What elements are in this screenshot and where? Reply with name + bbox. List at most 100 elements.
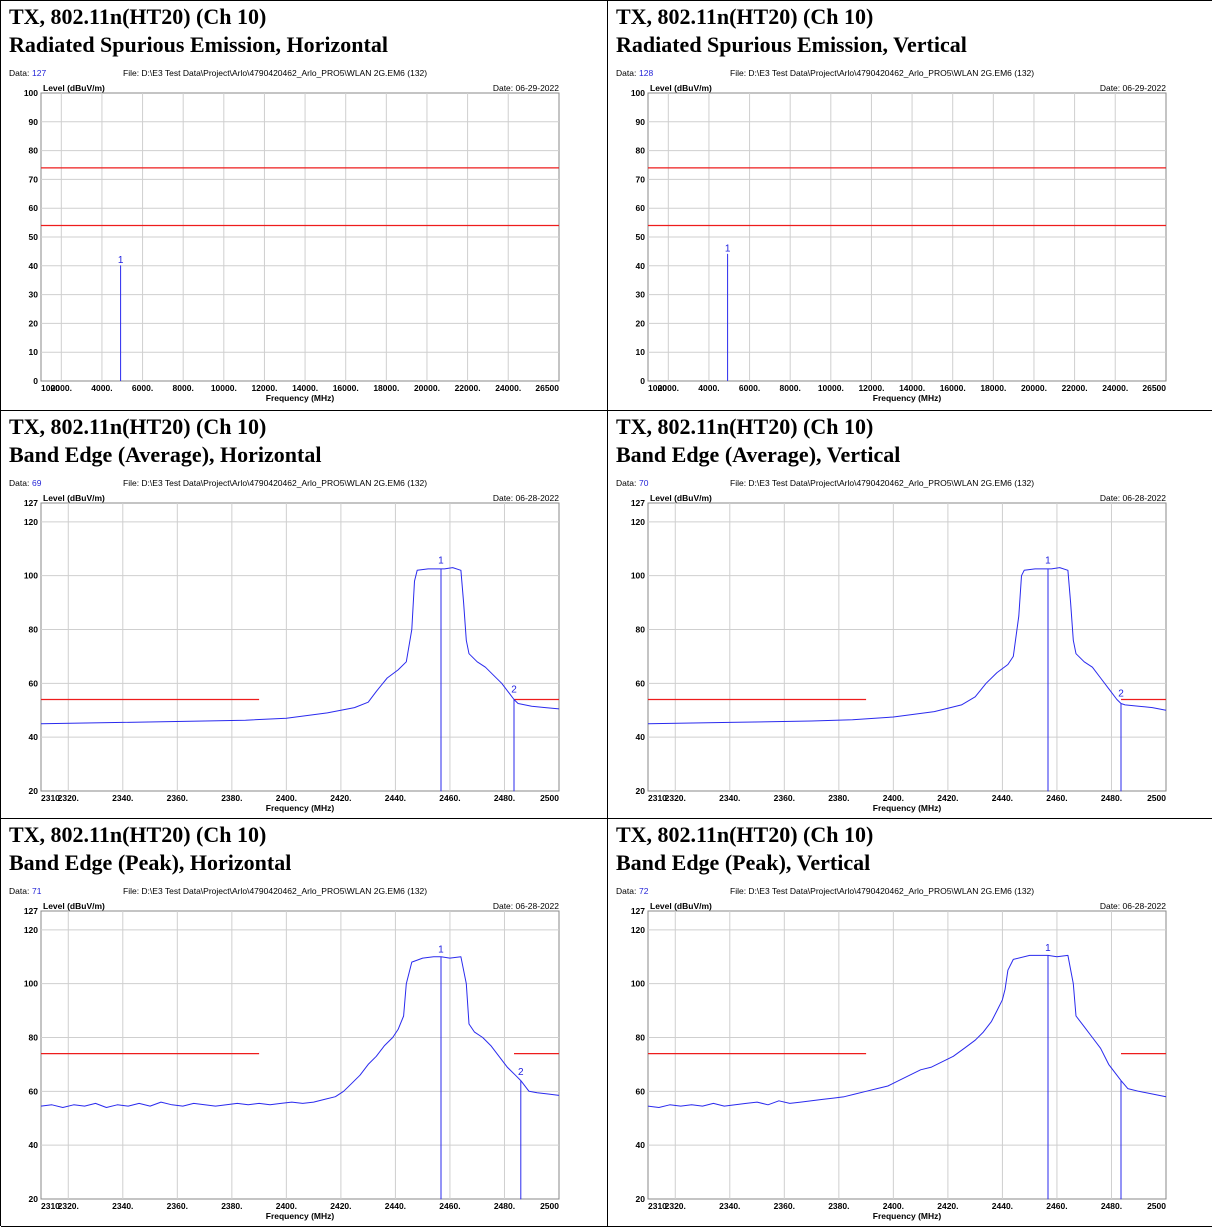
y-tick-label: 20 — [29, 786, 39, 796]
x-tick-label: 1000 — [648, 383, 667, 393]
x-tick-label: 2480. — [1101, 793, 1122, 803]
file-path: File: D:\E3 Test Data\Project\Arlo\47904… — [123, 68, 427, 78]
x-tick-label: 2420. — [937, 793, 958, 803]
x-tick-label: 14000. — [899, 383, 925, 393]
x-tick-label: 20000. — [414, 383, 440, 393]
plot-area — [40, 502, 560, 792]
spectrum-chart: Data: 128 File: D:\E3 Test Data\Project\Ar… — [616, 68, 1167, 403]
y-tick-label: 60 — [29, 203, 39, 213]
x-tick-label: 1000 — [41, 383, 60, 393]
x-tick-label: 4000. — [91, 383, 112, 393]
y-tick-label: 127 — [631, 498, 645, 508]
y-tick-label: 100 — [24, 571, 38, 581]
x-axis-label: Frequency (MHz) — [873, 393, 942, 403]
x-tick-label: 2400. — [276, 793, 297, 803]
x-tick-label: 26500 — [535, 383, 559, 393]
y-tick-label: 40 — [636, 1140, 646, 1150]
x-tick-label: 2460. — [439, 1201, 460, 1211]
x-tick-label: 20000. — [1021, 383, 1047, 393]
x-tick-label: 24000. — [495, 383, 521, 393]
y-tick-label: 100 — [631, 88, 645, 98]
trace-line — [40, 956, 560, 1200]
panel-title: TX, 802.11n(HT20) (Ch 10) — [616, 4, 874, 29]
x-tick-label: 8000. — [173, 383, 194, 393]
data-number: 69 — [32, 478, 42, 488]
data-number: 128 — [639, 68, 653, 78]
x-tick-label: 2440. — [385, 1201, 406, 1211]
x-tick-label: 2340. — [719, 793, 740, 803]
x-tick-label: 2380. — [828, 793, 849, 803]
data-label: Data: — [9, 886, 29, 896]
x-tick-label: 2320. — [665, 1201, 686, 1211]
x-tick-label: 6000. — [132, 383, 153, 393]
x-tick-label: 26500 — [1142, 383, 1166, 393]
y-tick-label: 100 — [631, 571, 645, 581]
y-tick-label: 60 — [636, 203, 646, 213]
y-tick-label: 20 — [636, 318, 646, 328]
y-tick-label: 10 — [29, 347, 39, 357]
x-tick-label: 2400. — [883, 793, 904, 803]
x-tick-label: 2380. — [828, 1201, 849, 1211]
y-tick-label: 70 — [29, 174, 39, 184]
x-tick-label: 2500 — [540, 1201, 559, 1211]
file-path: File: D:\E3 Test Data\Project\Arlo\47904… — [730, 68, 1034, 78]
chart-date: Date: 06-29-2022 — [1100, 83, 1166, 93]
panel-header: TX, 802.11n(HT20) (Ch 10) Band Edge (Pea… — [9, 821, 291, 877]
panel-subtitle: Radiated Spurious Emission, Horizontal — [9, 32, 388, 57]
panel-subtitle: Band Edge (Peak), Vertical — [616, 850, 871, 875]
y-tick-label: 80 — [29, 1033, 39, 1043]
panel-band-edge-peak-vertical: TX, 802.11n(HT20) (Ch 10) Band Edge (Pea… — [608, 819, 1212, 1227]
spectrum-chart: Data: 69 File: D:\E3 Test Data\Project\Arl… — [9, 478, 560, 813]
data-label: Data: — [9, 68, 29, 78]
file-path: File: D:\E3 Test Data\Project\Arlo\47904… — [123, 478, 427, 488]
data-number: 72 — [639, 886, 649, 896]
x-tick-label: 2400. — [883, 1201, 904, 1211]
x-tick-label: 2480. — [494, 1201, 515, 1211]
y-tick-label: 120 — [24, 925, 38, 935]
y-axis-label: Level (dBuV/m) — [43, 901, 105, 911]
trace-line — [647, 954, 1167, 1200]
x-axis-label: Frequency (MHz) — [266, 803, 335, 813]
x-tick-label: 8000. — [780, 383, 801, 393]
data-number: 127 — [32, 68, 46, 78]
x-tick-label: 16000. — [333, 383, 359, 393]
x-tick-label: 4000. — [698, 383, 719, 393]
x-tick-label: 2310 — [41, 1201, 60, 1211]
x-tick-label: 2440. — [992, 793, 1013, 803]
x-tick-label: 2310 — [41, 793, 60, 803]
x-tick-label: 22000. — [455, 383, 481, 393]
x-tick-label: 2380. — [221, 793, 242, 803]
panel-subtitle: Band Edge (Average), Horizontal — [9, 442, 322, 467]
y-tick-label: 0 — [33, 376, 38, 386]
marker-label: 1 — [1045, 943, 1051, 954]
file-path: File: D:\E3 Test Data\Project\Arlo\47904… — [730, 886, 1034, 896]
panel-subtitle: Radiated Spurious Emission, Vertical — [616, 32, 967, 57]
y-tick-label: 40 — [636, 732, 646, 742]
y-tick-label: 60 — [636, 1086, 646, 1096]
spectrum-chart: Data: 70 File: D:\E3 Test Data\Project\Arl… — [616, 478, 1167, 813]
y-tick-label: 60 — [29, 1086, 39, 1096]
panel-rse-horizontal: TX, 802.11n(HT20) (Ch 10) Radiated Spuri… — [1, 1, 608, 411]
y-tick-label: 30 — [29, 290, 39, 300]
plot-area — [40, 910, 560, 1200]
x-axis-label: Frequency (MHz) — [266, 393, 335, 403]
y-axis-label: Level (dBuV/m) — [650, 493, 712, 503]
plot-area — [647, 502, 1167, 792]
plot-area — [647, 910, 1167, 1200]
y-axis-label: Level (dBuV/m) — [43, 493, 105, 503]
x-tick-label: 2500 — [1147, 1201, 1166, 1211]
x-tick-label: 12000. — [858, 383, 884, 393]
x-tick-label: 2500 — [1147, 793, 1166, 803]
chart-date: Date: 06-28-2022 — [1100, 901, 1166, 911]
marker-label: 2 — [518, 1067, 524, 1078]
panel-header: TX, 802.11n(HT20) (Ch 10) Radiated Spuri… — [9, 3, 388, 59]
panel-title: TX, 802.11n(HT20) (Ch 10) — [616, 414, 874, 439]
x-tick-label: 2360. — [774, 793, 795, 803]
y-tick-label: 20 — [636, 1194, 646, 1204]
marker-label: 1 — [438, 944, 444, 955]
marker-label: 1 — [118, 255, 124, 266]
y-tick-label: 127 — [24, 906, 38, 916]
x-tick-label: 12000. — [251, 383, 277, 393]
data-number: 70 — [639, 478, 649, 488]
